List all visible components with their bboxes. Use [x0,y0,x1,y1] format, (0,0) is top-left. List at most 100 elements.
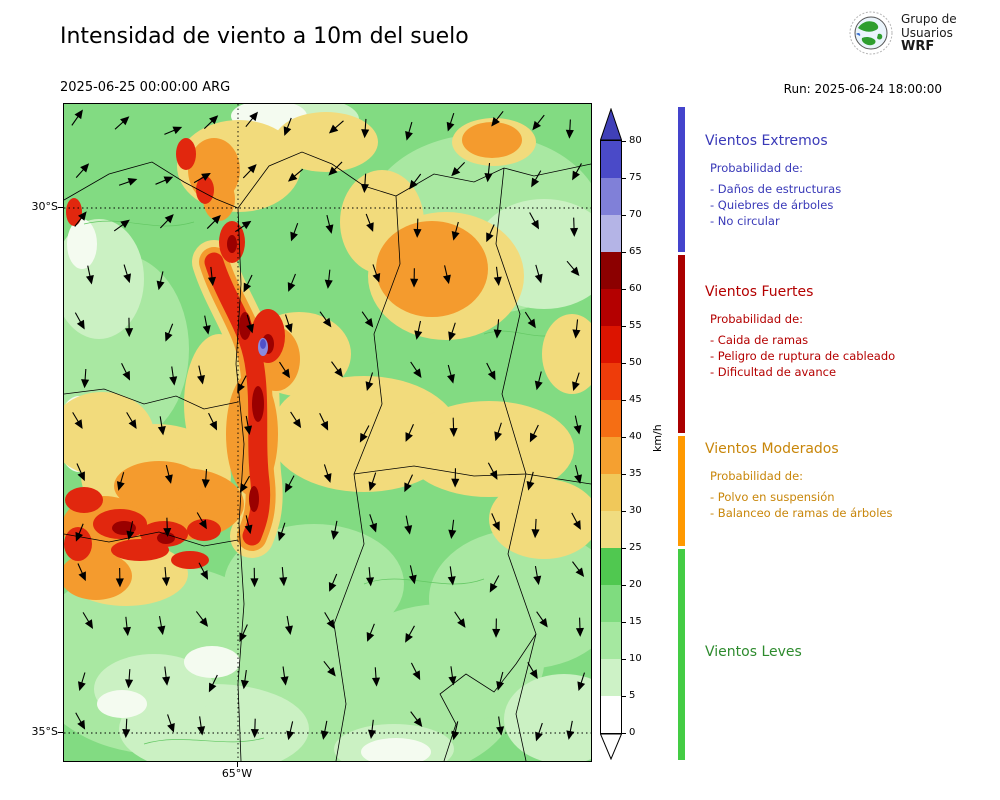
wind-arrow [114,116,130,130]
wind-arrow [328,120,344,134]
wind-arrow [442,265,451,285]
wind-arrow [85,265,94,285]
lat-label-35s: 35°S [31,725,58,738]
wind-map-canvas [29,97,624,784]
wind-arrow [527,662,538,679]
wind-arrow [529,424,539,443]
colorbar-segment-11 [601,548,621,585]
wind-arrow [201,468,210,489]
logo-text: Grupo de Usuarios WRF [901,12,957,54]
legend-section-moderados: Vientos Moderados Probabilidad de: - Pol… [705,441,995,521]
wind-arrow [240,670,249,690]
wind-arrow [446,112,455,132]
legend-item: - Polvo en suspensión [710,490,835,504]
legend-body-moderados: Probabilidad de: - Polvo en suspensión -… [705,468,995,521]
wind-arrow [164,323,174,342]
wind-arrow [536,611,548,628]
wind-arrow [359,425,370,443]
wind-arrow [208,412,218,431]
colorbar-ticklabel-60: 60 [629,283,642,294]
wind-arrow [330,520,339,540]
wind-arrow [451,721,460,741]
colorbar-tickmark-0 [622,733,626,734]
wind-arrow [447,566,456,586]
wind-arrow [323,660,336,677]
wind-arrow [196,512,207,530]
colorbar-ticklabel-20: 20 [629,579,642,590]
wind-arrow [324,612,335,629]
colorbar-ticklabel-65: 65 [629,246,642,257]
wind-arrow [169,366,178,386]
colorbar-tickmark-65 [622,252,626,253]
colorbar-segment-14 [601,659,621,696]
wind-arrow [157,416,166,436]
wind-arrow [325,215,334,234]
wind-arrow [242,164,257,179]
colorbar-ticklabel-55: 55 [629,320,642,331]
colorbar-segment-2 [601,215,621,252]
wind-arrow [524,311,536,329]
colorbar-segment-8 [601,437,621,474]
colorbar-ticklabel-35: 35 [629,468,642,479]
wind-arrow [77,563,86,582]
colorbar-ticklabel-5: 5 [629,690,636,701]
wind-arrow [365,213,374,232]
wind-arrow [324,269,333,289]
legend-item: - Daños de estructuras [710,182,842,196]
wind-arrow [125,669,134,689]
colorbar-segments [600,140,622,734]
colorbar-tickmark-80 [622,141,626,142]
colorbar-ticklabel-40: 40 [629,431,642,442]
legend-section-fuertes: Vientos Fuertes Probabilidad de: - Caida… [705,284,995,380]
wind-arrow [81,368,90,389]
colorbar-segment-7 [601,400,621,437]
wind-arrow [529,212,540,230]
wind-arrow [193,172,211,184]
wind-arrow [572,372,580,392]
wind-arrow [572,319,581,339]
wind-arrow [494,422,503,442]
valid-time-label: 2025-06-25 00:00:00 ARG [60,80,231,95]
wind-arrow [531,518,540,539]
colorbar-ticklabel-30: 30 [629,505,642,516]
wind-arrow [451,468,460,488]
wind-arrow [74,211,87,227]
colorbar-segment-4 [601,289,621,326]
wind-arrow [118,177,138,186]
wind-arrow [77,672,86,691]
colorbar-tickmark-70 [622,215,626,216]
wind-arrow [575,617,585,637]
colorbar-segment-12 [601,585,621,622]
wind-arrow [126,412,137,429]
wind-arrow [410,361,422,378]
wind-arrow [534,264,543,284]
wind-arrow [566,720,575,740]
wind-arrow [197,365,205,385]
wind-arrow [328,161,343,176]
wind-arrow [246,314,254,334]
wind-arrow [123,264,132,284]
wind-arrow [410,711,423,728]
colorbar-ticklabel-25: 25 [629,542,642,553]
wind-arrow [574,465,582,484]
wind-arrow [566,260,580,277]
colorbar-segment-15 [601,696,621,733]
legend-body-extremos: Probabilidad de: - Daños de estructuras … [705,160,995,229]
wind-arrow [410,662,421,681]
wind-arrow [284,475,295,493]
legend-bar-fuertes [678,255,685,433]
legend-title-leves: Vientos Leves [705,644,802,660]
wind-arrow [237,375,247,393]
wind-arrow [372,264,381,283]
wind-arrow [451,161,466,177]
wind-arrow [573,415,582,435]
wind-arrow [76,463,85,482]
wind-arrow [571,512,581,530]
wind-arrow [409,173,422,190]
wind-arrow [572,163,582,181]
wind-arrow [197,716,206,736]
colorbar-segment-10 [601,511,621,548]
legend-title-moderados: Vientos Moderados [705,441,839,457]
legend-bar-extremos [678,107,685,252]
page-title: Intensidad de viento a 10m del suelo [60,24,469,49]
